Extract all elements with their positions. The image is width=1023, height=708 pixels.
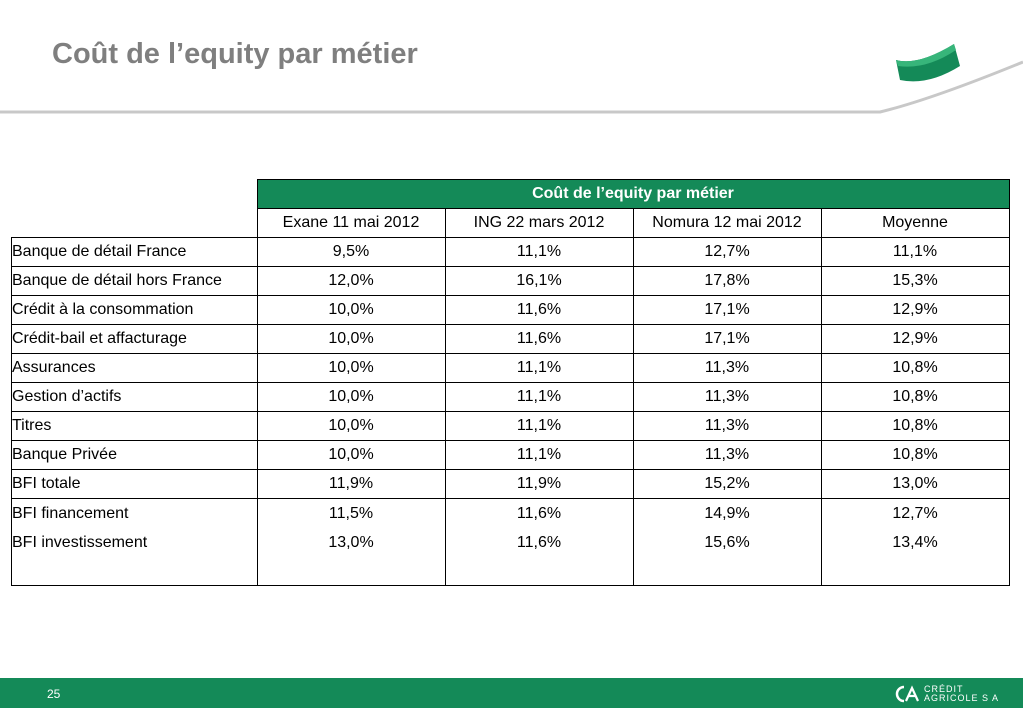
table-cell: 17,1% — [632, 295, 822, 325]
table-cell: 10,0% — [256, 382, 446, 412]
empty-corner-cell — [12, 180, 258, 209]
table-cell: 11,1% — [444, 237, 634, 267]
table-row: Gestion d’actifs 10,0% 11,1% 11,3% 10,8% — [11, 382, 1010, 412]
table-cell: 11,3% — [632, 411, 822, 441]
row-label: Assurances — [11, 353, 258, 383]
table-row: Assurances 10,0% 11,1% 11,3% 10,8% — [11, 353, 1010, 383]
table-cell: 11,6% — [444, 295, 634, 325]
empty-corner-cell — [12, 209, 258, 238]
row-label: BFI totale — [11, 469, 258, 499]
row-label: Crédit-bail et affacturage — [11, 324, 258, 354]
table-cell: 15,3% — [820, 266, 1010, 296]
table-group-header: Coût de l’equity par métier — [256, 179, 1010, 209]
table-cell: 10,8% — [820, 440, 1010, 470]
table-cell: 12,9% — [820, 295, 1010, 325]
table-cell: 10,0% — [256, 295, 446, 325]
row-label: Banque de détail France — [11, 237, 258, 267]
table-cell: 17,8% — [632, 266, 822, 296]
table-row: Banque Privée 10,0% 11,1% 11,3% 10,8% — [11, 440, 1010, 470]
row-label: Crédit à la consommation — [11, 295, 258, 325]
table-cell-group: 11,5% 13,0% — [256, 498, 446, 586]
column-header: ING 22 mars 2012 — [444, 208, 634, 238]
row-label: Banque Privée — [11, 440, 258, 470]
row-label: Titres — [11, 411, 258, 441]
table-cell: 13,0% — [820, 469, 1010, 499]
table-cell-group: 14,9% 15,6% — [632, 498, 822, 586]
row-label: BFI financement — [12, 505, 129, 522]
table-cell: 11,6% — [444, 324, 634, 354]
table-cell: 10,8% — [820, 411, 1010, 441]
table-cell: 10,0% — [256, 353, 446, 383]
table-cell: 11,9% — [256, 469, 446, 499]
column-header: Exane 11 mai 2012 — [256, 208, 446, 238]
brand-line-2: AGRICOLE S A — [924, 693, 1000, 703]
table-cell: 11,3% — [632, 353, 822, 383]
cost-of-equity-table: Coût de l’equity par métier Exane 11 mai… — [11, 179, 1010, 586]
table-cell: 10,0% — [256, 440, 446, 470]
table-cell: 10,8% — [820, 382, 1010, 412]
table-cell-group: 11,6% 11,6% — [444, 498, 634, 586]
table-cell: 17,1% — [632, 324, 822, 354]
column-header: Nomura 12 mai 2012 — [632, 208, 822, 238]
brand-wordmark: CRÉDIT AGRICOLE S A — [924, 685, 999, 703]
table-cell: 15,2% — [632, 469, 822, 499]
slide-header: Coût de l’equity par métier — [0, 0, 1023, 118]
row-label-group: BFI financement BFI investissement — [11, 498, 258, 586]
table-cell: 12,7% — [632, 237, 822, 267]
row-label: Gestion d’actifs — [11, 382, 258, 412]
table-cell: 11,5% — [328, 505, 374, 522]
table-cell: 15,6% — [704, 534, 750, 551]
table-cell: 12,9% — [820, 324, 1010, 354]
header-swoosh-line — [0, 60, 1023, 114]
table-cell: 10,0% — [256, 324, 446, 354]
table-cell: 11,9% — [444, 469, 634, 499]
table-row: Banque de détail France 9,5% 11,1% 12,7%… — [11, 237, 1010, 267]
row-label: BFI investissement — [12, 534, 148, 551]
table-group-header-row: Coût de l’equity par métier — [12, 179, 1010, 209]
table-row: Crédit-bail et affacturage 10,0% 11,6% 1… — [11, 324, 1010, 354]
table-cell: 12,0% — [256, 266, 446, 296]
table-cell: 9,5% — [256, 237, 446, 267]
table-cell: 11,1% — [444, 411, 634, 441]
table-row: Crédit à la consommation 10,0% 11,6% 17,… — [11, 295, 1010, 325]
table-cell: 11,1% — [444, 440, 634, 470]
page-title: Coût de l’equity par métier — [52, 38, 418, 70]
table-cell: 11,1% — [820, 237, 1010, 267]
column-header: Moyenne — [820, 208, 1010, 238]
table-row-bfi-split: BFI financement BFI investissement 11,5%… — [11, 498, 1010, 586]
brand-logo: CRÉDIT AGRICOLE S A — [890, 683, 999, 705]
table-cell: 11,1% — [444, 353, 634, 383]
table-cell: 11,1% — [444, 382, 634, 412]
cost-of-equity-table-container: Coût de l’equity par métier Exane 11 mai… — [11, 179, 1010, 586]
table-cell: 10,8% — [820, 353, 1010, 383]
table-cell: 11,3% — [632, 382, 822, 412]
row-label: Banque de détail hors France — [11, 266, 258, 296]
table-cell-group: 12,7% 13,4% — [820, 498, 1010, 586]
table-cell: 14,9% — [704, 505, 750, 522]
page-number: 25 — [47, 687, 61, 701]
green-leaf-icon — [896, 44, 960, 82]
slide-footer: 25 CRÉDIT AGRICOLE S A — [0, 678, 1023, 708]
table-cell: 12,7% — [892, 505, 938, 522]
table-cell: 13,0% — [328, 534, 374, 551]
table-row: Banque de détail hors France 12,0% 16,1%… — [11, 266, 1010, 296]
table-cell: 11,6% — [516, 505, 562, 522]
table-cell: 10,0% — [256, 411, 446, 441]
table-cell: 13,4% — [892, 534, 938, 551]
credit-agricole-logo-icon — [895, 685, 919, 703]
table-column-header-row: Exane 11 mai 2012 ING 22 mars 2012 Nomur… — [12, 208, 1010, 238]
brand-line-1: CRÉDIT — [924, 684, 964, 694]
table-cell: 11,6% — [516, 534, 562, 551]
table-cell: 16,1% — [444, 266, 634, 296]
table-row: BFI totale 11,9% 11,9% 15,2% 13,0% — [11, 469, 1010, 499]
table-row: Titres 10,0% 11,1% 11,3% 10,8% — [11, 411, 1010, 441]
table-cell: 11,3% — [632, 440, 822, 470]
